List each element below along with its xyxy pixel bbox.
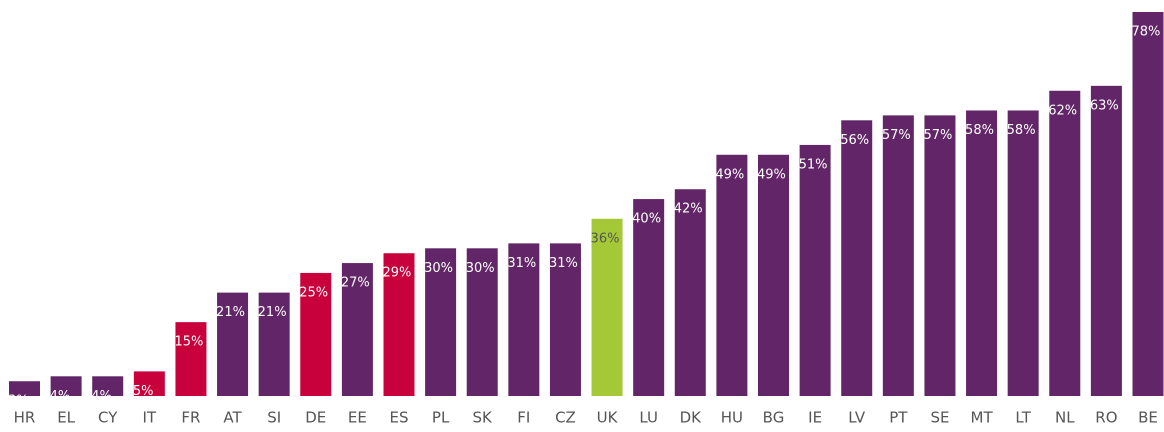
category-label: SE xyxy=(930,409,949,427)
category-label: PL xyxy=(432,409,450,427)
bar xyxy=(217,292,249,396)
bar xyxy=(341,263,373,396)
bar xyxy=(591,218,623,396)
category-label: NL xyxy=(1055,409,1075,427)
category-label: LT xyxy=(1015,409,1031,427)
bar xyxy=(50,376,82,396)
bar xyxy=(716,154,748,396)
value-label: 62% xyxy=(1048,103,1077,118)
bar xyxy=(1049,90,1081,396)
category-label: DE xyxy=(305,409,326,427)
category-label: RO xyxy=(1095,409,1117,427)
value-label: 31% xyxy=(507,256,536,271)
value-label: 57% xyxy=(882,128,911,143)
category-label: AT xyxy=(223,409,242,427)
value-label: 4% xyxy=(91,389,112,404)
bar xyxy=(799,144,831,396)
bar xyxy=(633,199,665,396)
value-label: 31% xyxy=(549,256,578,271)
bar xyxy=(258,292,290,396)
bar xyxy=(1090,85,1122,396)
value-label: 15% xyxy=(174,335,203,350)
category-label: IE xyxy=(808,409,822,427)
bar xyxy=(466,248,498,396)
bar xyxy=(841,120,873,396)
value-label: 49% xyxy=(715,167,744,182)
value-label: 58% xyxy=(1007,123,1036,138)
category-label: BG xyxy=(763,409,785,427)
bar xyxy=(9,381,40,396)
category-label: FI xyxy=(517,409,530,427)
value-label: 56% xyxy=(840,133,869,148)
value-label: 42% xyxy=(674,202,703,217)
bar xyxy=(674,189,706,396)
value-label: 51% xyxy=(799,157,828,172)
value-label: 63% xyxy=(1090,98,1119,113)
value-label: 21% xyxy=(258,305,287,320)
category-label: LU xyxy=(639,409,658,427)
value-label: 21% xyxy=(216,305,245,320)
bar xyxy=(133,371,165,396)
value-label: 4% xyxy=(50,389,71,404)
value-label: 58% xyxy=(965,123,994,138)
bar xyxy=(425,248,457,396)
bar xyxy=(1007,110,1039,396)
category-label: CZ xyxy=(555,409,576,427)
bar xyxy=(508,243,540,396)
value-label: 57% xyxy=(923,128,952,143)
category-label: SI xyxy=(267,409,281,427)
category-label: IT xyxy=(143,409,157,427)
category-label: EE xyxy=(348,409,367,427)
category-label: HR xyxy=(14,409,36,427)
bar xyxy=(966,110,998,396)
bar xyxy=(882,115,914,396)
value-label: 49% xyxy=(757,167,786,182)
bar xyxy=(924,115,956,396)
value-label: 30% xyxy=(466,261,495,276)
category-label: UK xyxy=(597,409,619,427)
category-label: LV xyxy=(848,409,866,427)
category-label: SK xyxy=(473,409,494,427)
value-label: 27% xyxy=(341,276,370,291)
category-label: ES xyxy=(390,409,409,427)
category-label: HU xyxy=(721,409,743,427)
category-label: EL xyxy=(57,409,75,427)
value-label: 29% xyxy=(383,266,412,281)
category-label: PT xyxy=(889,409,908,427)
value-label: 5% xyxy=(133,384,154,399)
bar xyxy=(758,154,789,396)
value-label: 78% xyxy=(1132,25,1161,40)
bar xyxy=(549,243,581,396)
value-label: 25% xyxy=(299,285,328,300)
category-label: BE xyxy=(1138,409,1158,427)
value-label: 40% xyxy=(632,212,661,227)
bar xyxy=(1132,12,1164,396)
category-labels: HR EL CY IT FR AT SI DE EE ES PL SK FI CZ UK LU DK HU BG IE… xyxy=(14,409,1158,427)
category-label: FR xyxy=(181,409,200,427)
bar xyxy=(175,322,207,396)
bar xyxy=(383,253,415,396)
bar xyxy=(300,272,332,396)
bar xyxy=(92,376,124,396)
category-label: DK xyxy=(680,409,703,427)
category-label: MT xyxy=(971,409,994,427)
value-label: 3% xyxy=(8,394,29,409)
bars: 3% 4% 4% 5% 15% 21% 21% 25% 27% 29% 30% 30% 31% 31% 36… xyxy=(8,12,1164,409)
category-label: CY xyxy=(98,409,118,427)
value-label: 30% xyxy=(424,261,453,276)
value-label: 36% xyxy=(591,231,620,246)
